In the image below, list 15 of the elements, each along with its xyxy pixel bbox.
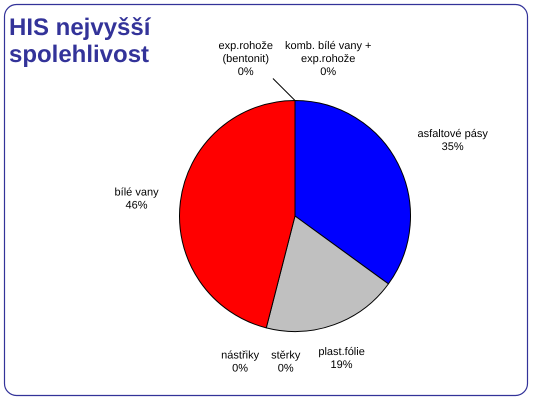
text: 0% xyxy=(232,362,248,375)
data-label: 46% xyxy=(126,199,148,212)
category-label: stěrky xyxy=(271,350,300,362)
data-label: 19% xyxy=(330,358,353,371)
chart-title: HIS nejvyšší spolehlivost xyxy=(9,14,152,68)
slice-label: bílé vany xyxy=(114,186,160,198)
slice-label: asfaltové pásy xyxy=(418,128,488,140)
text: 0% xyxy=(320,66,336,78)
category-label: nástřiky xyxy=(221,350,260,362)
category-label: komb. bílé vany + exp.rohože xyxy=(284,40,372,66)
slice-label: plast.fólie xyxy=(318,346,365,358)
category-label: exp.rohože (bentonit) xyxy=(218,40,273,66)
data-label: 35% xyxy=(442,141,464,154)
text: 0% xyxy=(238,66,254,78)
text: 0% xyxy=(278,362,294,375)
